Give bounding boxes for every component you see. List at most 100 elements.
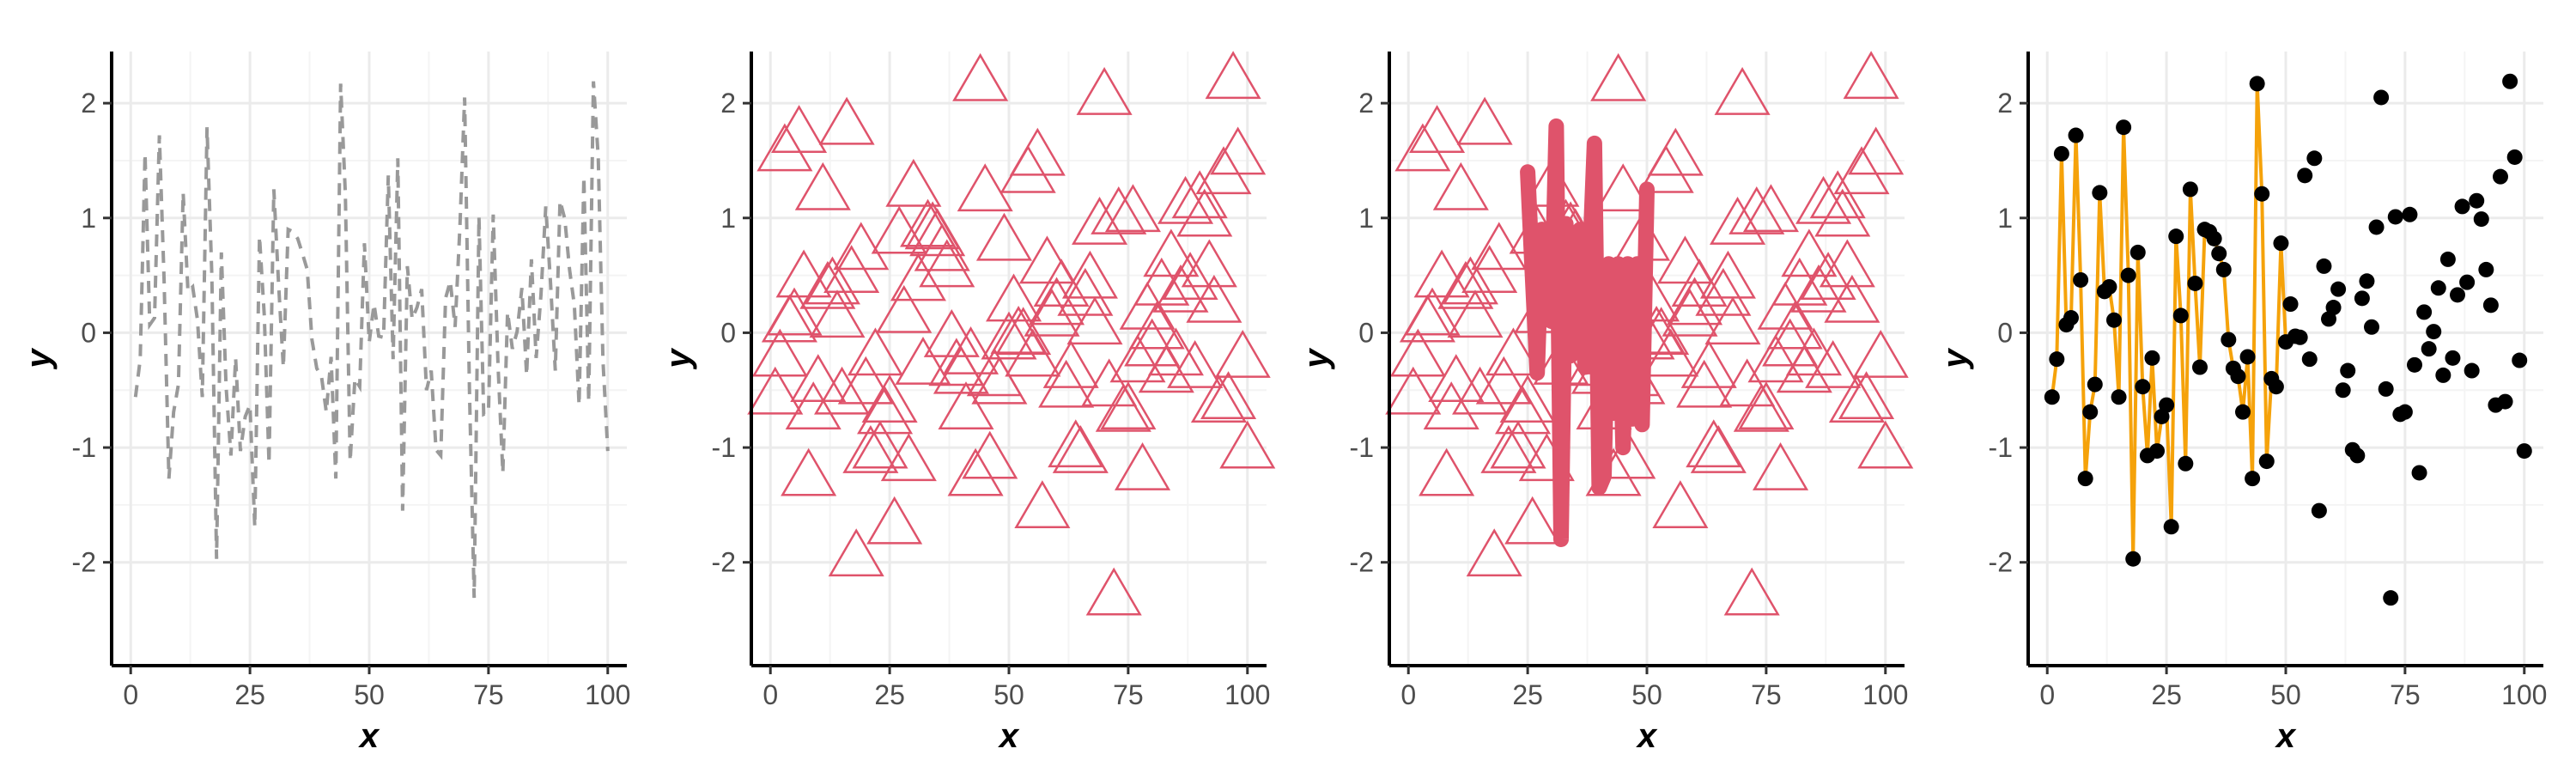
data-point-triangle [1210,126,1267,175]
data-point-triangle [1081,358,1138,407]
x-axis-title: x [1636,717,1658,755]
data-point [2459,274,2476,290]
data-point-triangle [1124,318,1181,367]
y-axis-title: y [659,348,697,370]
data-point-triangle [1656,235,1713,284]
data-point-triangle [828,528,884,577]
data-point [2482,297,2499,313]
data-point-triangle [1647,127,1704,176]
y-tick-label: 2 [1997,88,2013,119]
data-point-triangle [1162,252,1218,301]
data-point [2359,273,2375,289]
data-point-triangle [876,284,933,333]
data-point-triangle [914,222,970,271]
data-point-triangle [1833,146,1890,195]
data-point-triangle [790,354,847,402]
data-point [2464,362,2480,379]
data-point-triangle [1766,301,1823,350]
data-point-triangle [1042,340,1099,388]
data-point [2297,167,2313,184]
data-point-triangle [766,287,823,336]
orange-series-line [2050,82,2287,561]
data-point [2407,356,2422,373]
data-point [2426,324,2442,340]
data-point-triangle [1024,288,1080,337]
data-point [2330,281,2347,297]
data-point-triangle [1824,274,1880,323]
data-point [2049,351,2065,368]
x-tick-label: 75 [2390,679,2421,710]
data-point [2149,443,2165,460]
y-axis-title: y [1297,348,1335,370]
data-point [2101,278,2117,295]
data-point-triangle [1747,334,1804,383]
data-point-triangle [1176,188,1233,237]
data-point-triangle [1214,330,1271,378]
data-point [2469,192,2485,209]
data-point [2129,244,2146,260]
x-tick-label: 100 [585,679,630,710]
data-point-triangle [1009,127,1066,176]
data-point-triangle [1809,170,1866,219]
data-point-triangle [990,305,1047,354]
data-point-triangle [1167,340,1224,388]
x-tick-label: 0 [123,679,138,710]
data-point-triangle [1447,289,1504,338]
data-point-triangle [885,158,942,207]
data-point [2397,404,2413,420]
data-point [2292,329,2308,345]
data-point-triangle [1428,354,1485,402]
data-point-triangle [1195,146,1252,195]
data-point-triangle [794,161,851,210]
chart-panel-1: 0 25 50 75 100 -2 -1 0 1 2 x y [20,52,630,755]
data-point-triangle [1419,447,1475,496]
data-point-triangle [1800,252,1856,301]
y-tick-label: 1 [81,203,96,234]
data-point-triangle [818,96,875,145]
data-point-triangle [919,239,975,288]
data-point [2106,312,2122,328]
data-point-triangle [909,208,966,257]
data-point [2387,209,2403,225]
data-point-triangle [1452,366,1509,415]
data-point-triangle [900,198,957,247]
data-point [2135,379,2151,395]
data-point-triangle [1753,441,1809,490]
data-point [2493,168,2508,185]
data-point-triangle [751,328,808,377]
x-tick-label: 0 [1400,679,1416,710]
y-tick-label: -1 [712,432,736,463]
data-point [2087,376,2103,393]
data-point-triangle [1690,424,1747,473]
data-point [2445,350,2461,366]
y-axis-title: y [1936,348,1974,370]
data-point-triangle [1828,374,1885,423]
data-point [2368,219,2385,235]
data-point [2373,89,2390,106]
y-tick-label: -1 [1350,432,1374,463]
data-point-triangle [1671,259,1728,307]
data-point-triangle [1109,334,1166,383]
data-point [2402,206,2418,222]
data-point [2430,280,2446,296]
data-point-triangle [895,337,951,385]
data-point [2092,185,2108,201]
data-point [2354,290,2370,307]
data-point [2311,502,2327,519]
data-point-triangle [1394,123,1451,172]
data-point-triangle [842,424,899,473]
data-point-triangle [847,327,903,376]
x-tick-label: 75 [473,679,504,710]
y-tick-label: 0 [720,317,736,348]
data-point-triangle [1490,420,1546,469]
data-point-triangle [1385,366,1442,415]
data-point-triangle [1029,277,1085,326]
data-point-triangle [971,356,1028,405]
data-point-triangle [928,338,985,386]
data-point [2077,471,2093,487]
data-point-triangle [1456,96,1513,145]
data-point [2245,471,2261,487]
data-point [2416,304,2433,320]
data-point-triangle [981,311,1037,360]
data-point-triangle [1485,327,1541,376]
